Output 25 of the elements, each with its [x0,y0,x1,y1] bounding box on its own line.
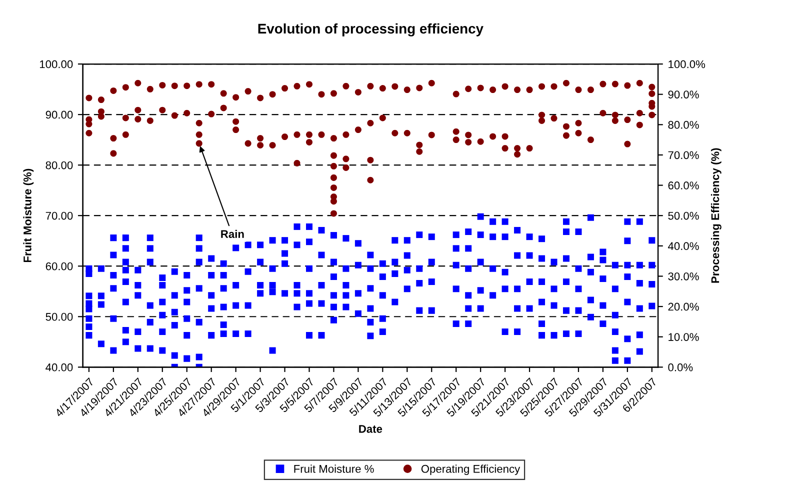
y-tick-label: 60.00 [46,262,73,270]
y2-tick-label: 0.0% [668,363,693,372]
y-axis-title: Fruit Moisture (%) [23,168,34,262]
y-tick-label: 40.00 [46,363,73,372]
y2-tick-label: 10.0% [668,333,699,341]
legend-label: Fruit Moisture % [294,464,374,473]
y2-tick-label: 30.0% [668,272,699,280]
chart-title: Evolution of processing efficiency [258,23,484,36]
y2-tick-label: 60.0% [668,182,699,190]
y2-tick-label: 80.0% [668,120,699,129]
y-tick-label: 50.00 [46,312,73,321]
y2-tick-label: 100.0% [668,60,706,68]
y-tick-label: 70.00 [46,212,73,220]
annotation: Rain [221,230,244,238]
y-tick-label: 100.00 [40,60,73,68]
x-axis-title: Date [359,425,382,433]
y2-tick-label: 50.0% [668,212,699,220]
y2-tick-label: 70.0% [668,151,699,160]
y2-axis-title: Processing Efficiency (%) [710,148,722,283]
y2-tick-label: 20.0% [668,302,699,311]
y-tick-label: 90.00 [46,110,73,119]
y-tick-label: 80.00 [46,161,73,170]
y2-tick-label: 40.0% [668,242,699,250]
legend-label: Operating Efficiency [421,464,520,475]
y2-tick-label: 90.0% [668,90,699,98]
